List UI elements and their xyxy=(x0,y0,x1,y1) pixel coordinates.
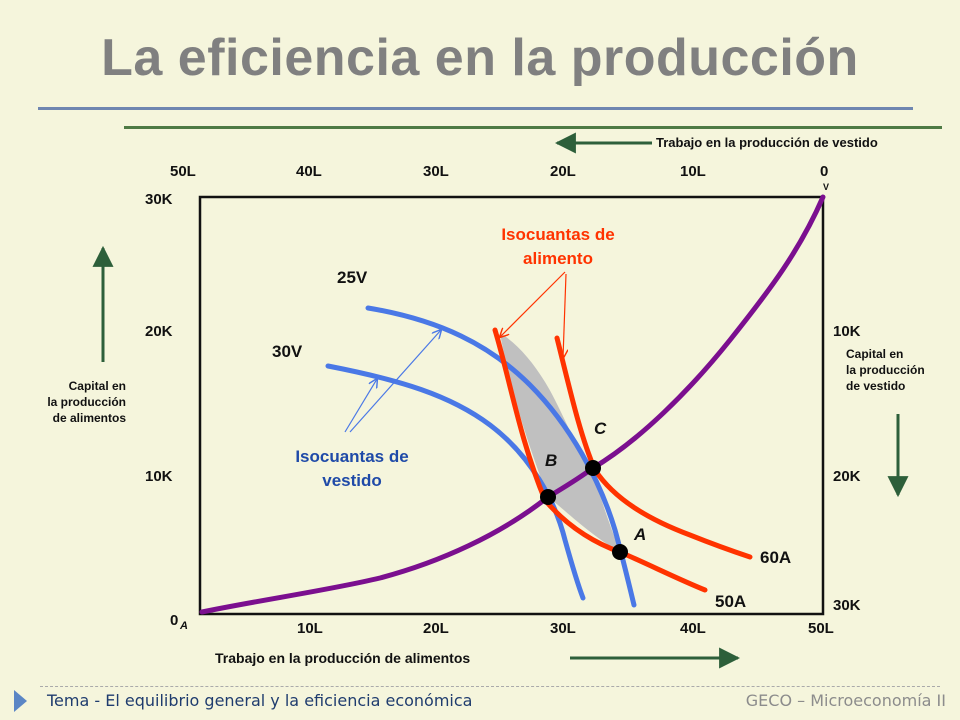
title-rule-blue xyxy=(38,107,913,110)
clothing-label-30v: 30V xyxy=(272,342,303,361)
right-axis-label-line-3: de vestido xyxy=(846,379,906,393)
right-tick-20k: 20K xyxy=(833,468,861,485)
point-c-label: C xyxy=(594,419,607,438)
footer-course: GECO – Microeconomía II xyxy=(745,691,946,710)
left-axis-label: Capital en la producción de alimentos xyxy=(20,378,126,426)
top-tick-20l: 20L xyxy=(550,163,576,180)
left-tick-30k: 30K xyxy=(145,191,173,208)
food-isoquants-title-line-1: Isocuantas de xyxy=(501,225,615,244)
left-tick-10k: 10K xyxy=(145,468,173,485)
point-a-marker xyxy=(612,544,628,560)
bottom-tick-20l: 20L xyxy=(423,620,449,637)
left-axis-label-line-1: Capital en xyxy=(68,379,126,393)
food-isoquant-50a xyxy=(492,327,708,593)
clothing-isoquants-title-line-1: Isocuantas de xyxy=(295,447,409,466)
food-label-50a: 50A xyxy=(715,592,747,611)
food-isoquants-title-line-2: alimento xyxy=(523,249,593,268)
top-tick-origin: 0 xyxy=(820,163,829,180)
bottom-axis-label: Trabajo en la producción de alimentos xyxy=(215,650,471,666)
bottom-tick-40l: 40L xyxy=(680,620,706,637)
top-tick-50l: 50L xyxy=(170,163,196,180)
slide-title: La eficiencia en la producción xyxy=(101,29,859,87)
right-tick-10k: 10K xyxy=(833,323,861,340)
bottom-origin-subscript: A xyxy=(180,620,188,632)
top-origin-subscript: V xyxy=(823,182,830,192)
bottom-tick-10l: 10L xyxy=(297,620,323,637)
title-rule-green xyxy=(124,126,942,129)
top-axis-label: Trabajo en la producción de vestido xyxy=(656,135,878,150)
food-pointer-1 xyxy=(500,271,566,337)
right-tick-30k: 30K xyxy=(833,597,861,614)
food-pointer-2 xyxy=(563,273,566,358)
clothing-isoquants-title: Isocuantas de vestido xyxy=(272,445,432,493)
footer-divider xyxy=(40,686,940,687)
clothing-isoquant-30v xyxy=(325,363,586,601)
right-axis-label-line-2: la producción xyxy=(846,363,925,377)
point-c-marker xyxy=(585,460,601,476)
food-isoquants-title: Isocuantas de alimento xyxy=(478,223,638,271)
edgeworth-box-frame xyxy=(198,195,825,616)
footer-topic: Tema - El equilibrio general y la eficie… xyxy=(47,691,473,710)
top-tick-40l: 40L xyxy=(296,163,322,180)
point-a-label: A xyxy=(634,525,647,544)
left-axis-label-line-3: de alimentos xyxy=(52,411,126,425)
top-tick-10l: 10L xyxy=(680,163,706,180)
right-axis-label-line-1: Capital en xyxy=(846,347,904,361)
right-axis-label: Capital en la producción de vestido xyxy=(846,346,925,394)
left-tick-20k: 20K xyxy=(145,323,173,340)
bottom-tick-50l: 50L xyxy=(808,620,834,637)
clothing-pointer-1 xyxy=(344,379,377,433)
contract-curve xyxy=(199,194,826,615)
point-b-marker xyxy=(540,489,556,505)
left-axis-label-line-2: la producción xyxy=(47,395,126,409)
clothing-isoquants-title-line-2: vestido xyxy=(322,471,382,490)
clothing-pointer-2 xyxy=(349,330,441,433)
food-isoquant-60a xyxy=(554,335,753,560)
bottom-tick-30l: 30L xyxy=(550,620,576,637)
top-tick-30l: 30L xyxy=(423,163,449,180)
food-label-60a: 60A xyxy=(760,548,792,567)
point-b-label: B xyxy=(545,451,558,470)
bottom-tick-origin: 0 xyxy=(170,612,179,629)
clothing-label-25v: 25V xyxy=(337,268,368,287)
footer-triangle-icon xyxy=(14,690,27,712)
